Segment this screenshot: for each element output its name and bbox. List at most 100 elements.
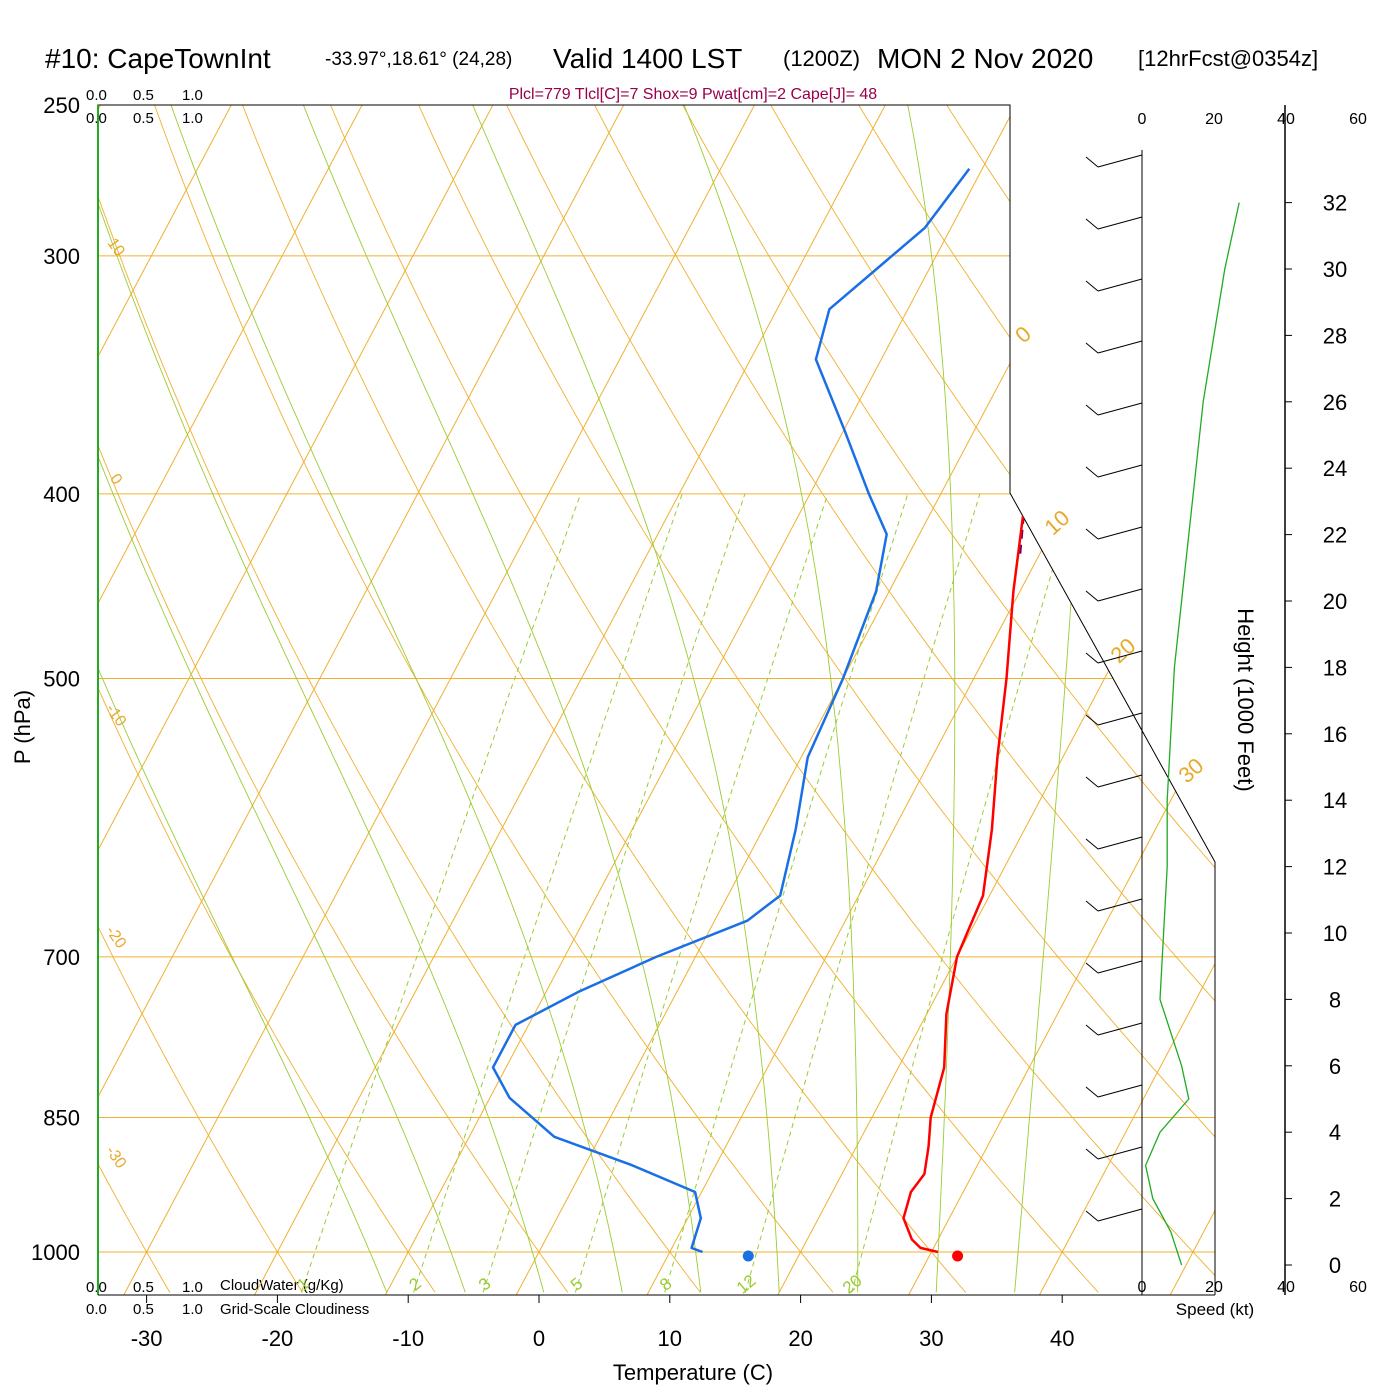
- dry-adiabat-line: [98, 105, 171, 1293]
- height-tick-label: 32: [1323, 191, 1347, 216]
- height-tick-label: 14: [1323, 788, 1347, 813]
- moist-adiabat-line: [1014, 105, 1094, 1293]
- wind-barb-flag: [1085, 1148, 1099, 1160]
- isotherm-line: [382, 105, 1020, 1295]
- mixing-ratio-label: 12: [733, 1271, 760, 1298]
- isotherm-label: 0: [1010, 321, 1036, 348]
- dry-adiabat-line: [1186, 105, 1215, 1293]
- indices-line: Plcl=779 Tlcl[C]=7 Shox=9 Pwat[cm]=2 Cap…: [509, 86, 877, 103]
- date-title: MON 2 Nov 2020: [877, 43, 1093, 74]
- isotherm-line: [98, 105, 627, 1295]
- pressure-tick-label: 500: [43, 667, 80, 692]
- dry-adiabat-line: [403, 105, 1215, 1293]
- temperature-line: [902, 168, 1082, 1254]
- dry-adiabat-line: [98, 105, 303, 1293]
- speed-tick-bottom: 60: [1349, 1279, 1367, 1296]
- mixing-ratio-line: [300, 493, 582, 1293]
- isotherm-line: [98, 105, 366, 1295]
- dry-adiabat-line: [925, 105, 1215, 1293]
- moist-adiabat-line: [98, 105, 545, 1293]
- dry-adiabat-line: [316, 105, 1099, 1293]
- wind-barb: [1097, 836, 1143, 850]
- speed-tick-top: 20: [1205, 111, 1223, 128]
- x-tick-label: 20: [788, 1326, 812, 1351]
- speed-tick-bottom: 20: [1205, 1279, 1223, 1296]
- height-tick-label: 26: [1323, 390, 1347, 415]
- cloud-scale-bottom-green-1: 0.5: [133, 1279, 154, 1296]
- wind-barb-flag: [1085, 962, 1099, 974]
- cloud-scale-top-black-2: 1.0: [182, 110, 203, 127]
- wind-barb-flag: [1085, 342, 1099, 354]
- dry-adiabat-line: [142, 105, 834, 1293]
- location-title: -33.97°,18.61° (24,28): [325, 49, 512, 70]
- dry-adiabat-line: [0, 71, 37, 1292]
- wind-barb-flag: [1085, 1024, 1099, 1036]
- wind-barb-flag: [1085, 838, 1099, 850]
- mixing-ratio-line: [574, 493, 829, 1293]
- height-tick-label: 20: [1323, 589, 1347, 614]
- forecast-title: [12hrFcst@0354z]: [1138, 46, 1318, 71]
- isotherm-label: 20: [1106, 633, 1141, 668]
- height-tick-label: 8: [1329, 987, 1341, 1012]
- isotherm-line: [1036, 105, 1215, 1295]
- isotherm-line: [513, 105, 1151, 1295]
- speed-tick-top: 40: [1277, 111, 1295, 128]
- x-tick-label: 40: [1050, 1326, 1074, 1351]
- mixing-ratio-label: 5: [567, 1274, 586, 1295]
- height-tick-label: 18: [1323, 655, 1347, 680]
- moist-adiabat-line: [98, 105, 466, 1293]
- dry-adiabat-line: [98, 105, 569, 1293]
- wind-barb-flag: [1085, 1086, 1099, 1098]
- height-tick-label: 12: [1323, 855, 1347, 880]
- mixing-ratio-line: [851, 493, 1076, 1293]
- profiles: [491, 167, 1082, 1262]
- mixing-ratio-label: 8: [656, 1274, 675, 1295]
- x-axis-title: Temperature (C): [613, 1360, 773, 1385]
- wind-barb: [1097, 526, 1143, 540]
- plot-frame: [97, 104, 1216, 1295]
- wind-barb: [1097, 216, 1143, 230]
- wind-barb: [1097, 588, 1143, 602]
- surface-dewpoint-dot: [742, 1250, 754, 1262]
- moist-adiabat-line: [158, 105, 623, 1293]
- mixing-ratio-line: [744, 493, 981, 1293]
- dry-adiabat-line: [229, 105, 967, 1293]
- wind-barbs: [1085, 154, 1143, 1222]
- pressure-tick-label: 700: [43, 945, 80, 970]
- isotherm-line: [251, 105, 889, 1295]
- isotherm-label: 30: [1174, 753, 1209, 788]
- height-tick-label: 2: [1329, 1187, 1341, 1212]
- x-tick-label: 10: [658, 1326, 682, 1351]
- dry-adiabat-line: [98, 105, 436, 1293]
- wind-barb: [1097, 402, 1143, 416]
- wind-barb: [1097, 774, 1143, 788]
- cloud-scale-top-black-1: 0.5: [133, 110, 154, 127]
- dry-adiabat-line: [1274, 71, 1400, 1292]
- surface-temperature-dot: [952, 1250, 964, 1262]
- cloud-scale-bottom-black-1: 0.5: [133, 1301, 154, 1318]
- dry-adiabat-line: [98, 105, 701, 1293]
- isotherm-line: [120, 105, 758, 1295]
- dry-adiabat-line: [1012, 105, 1215, 1293]
- x-tick-label: -30: [131, 1326, 163, 1351]
- utc-title: (1200Z): [783, 46, 860, 71]
- x-tick-label: 0: [533, 1326, 545, 1351]
- height-tick-label: 6: [1329, 1054, 1341, 1079]
- isotherm-line: [1167, 105, 1215, 1295]
- isotherm-line: [774, 105, 1215, 1295]
- wind-barb-flag: [1085, 156, 1099, 168]
- dry-adiabat-line: [664, 105, 1215, 1293]
- height-tick-label: 10: [1323, 921, 1347, 946]
- cloud-scale-bottom: 0.0 0.5 1.0 CloudWater (g/Kg) 0.0 0.5 1.…: [86, 1277, 369, 1318]
- height-tick-label: 24: [1323, 456, 1347, 481]
- pressure-tick-label: 300: [43, 244, 80, 269]
- dry-adiabat-line: [838, 105, 1215, 1293]
- wind-barb: [1097, 960, 1143, 974]
- cloud-scale-top-green-1: 0.5: [133, 87, 154, 104]
- dry-adiabat-line: [577, 105, 1215, 1293]
- height-tick-label: 22: [1323, 523, 1347, 548]
- station-title: #10: CapeTownInt: [45, 43, 271, 74]
- wind-barb: [1097, 650, 1143, 664]
